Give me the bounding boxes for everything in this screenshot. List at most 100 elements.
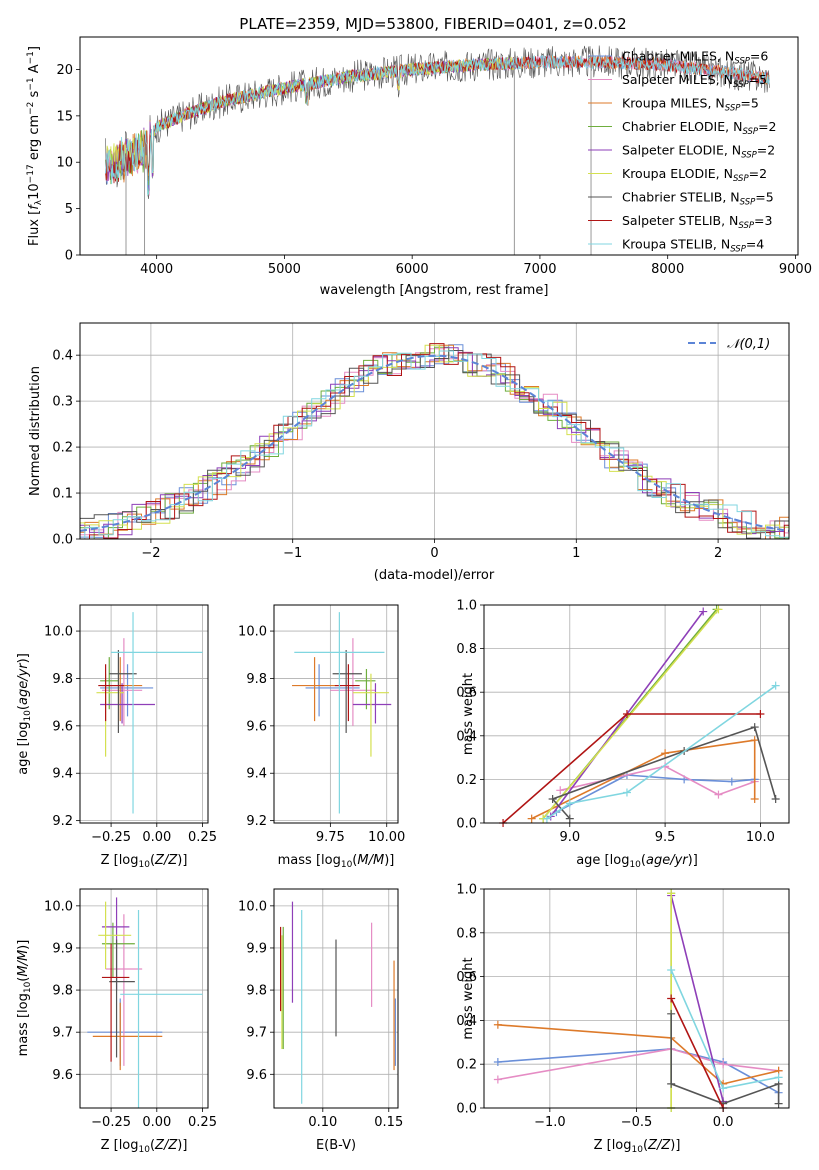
weight-line [670, 998, 724, 1109]
x-tick-label: 6000 [396, 262, 429, 277]
weight-marker [556, 786, 565, 795]
x-tick-label: 8000 [651, 262, 684, 277]
x-axis-label: (data-model)/error [374, 568, 495, 583]
y-tick-label: 9.8 [52, 984, 73, 999]
x-tick-label: 10.00 [368, 830, 405, 845]
axes-frame [79, 604, 209, 824]
x-tick-label: 7000 [523, 262, 556, 277]
y-tick-label: 0.3 [52, 395, 73, 410]
weight-marker [667, 1009, 676, 1018]
y-tick-label: 9.6 [52, 719, 73, 734]
chart-age-vs-Z: −0.25 0.00 0.25 9.2 9.4 9.6 9.8 10.0 Z [log10(Z/… [16, 604, 217, 870]
chart-age-vs-mass: 9.75 10.00 9.2 9.4 9.6 9.8 10.0 mass [log10(M/M… [238, 604, 405, 870]
weight-marker [548, 795, 557, 804]
legend-value: =3 [754, 213, 772, 228]
x-tick-label: −0.5 [621, 1115, 653, 1130]
y-tick-label: 9.9 [246, 941, 267, 956]
legend-label: Salpeter STELIB, NSSP=3 [622, 213, 772, 231]
y-axis-label: Flux [fλ10−17 erg cm−2 s−1 A−1] [26, 46, 44, 246]
weight-marker [667, 994, 676, 1003]
chart-massweight-vs-Z: −1.0 −0.5 0.0 0.0 0.2 0.4 0.6 0.8 1.0 mass weight… [456, 883, 790, 1155]
legend-value: =2 [749, 166, 767, 181]
weight-marker [493, 1075, 502, 1084]
y-tick-label: 9.6 [246, 1068, 267, 1083]
x-tick-label: 9.75 [316, 830, 345, 845]
histogram-series [80, 350, 789, 540]
x-tick-label: 4000 [140, 262, 173, 277]
axes-frame [273, 604, 399, 824]
weight-marker [542, 814, 551, 823]
legend-subscript: SSP [734, 57, 750, 67]
weight-marker [750, 795, 759, 804]
weight-line [531, 739, 756, 820]
weight-marker [756, 710, 765, 718]
y-axis-label: mass weight [461, 673, 476, 755]
y-tick-label: 9.2 [52, 814, 73, 829]
legend-label: Chabrier ELODIE, NSSP=2 [622, 119, 777, 137]
weight-line [670, 1013, 780, 1105]
legend-label: Kroupa MILES, NSSP=5 [622, 96, 759, 114]
x-axis-label: Z [log10(Z/Z)] [101, 1138, 188, 1155]
y-tick-label: 9.9 [52, 941, 73, 956]
y-tick-label: 10.0 [238, 899, 267, 914]
legend-label: Chabrier STELIB, NSSP=5 [622, 190, 774, 208]
y-tick-label: 0.2 [456, 773, 477, 788]
x-axis-label: mass [log10(M/M)] [278, 853, 395, 870]
x-tick-label: 1 [572, 546, 580, 561]
spectrum-line [105, 54, 770, 196]
y-tick-label: 0.0 [52, 533, 73, 548]
weight-line [502, 713, 761, 824]
legend-subscript: SSP [730, 245, 746, 255]
weight-line [556, 774, 755, 813]
axes-frame [273, 888, 399, 1109]
x-tick-label: 10.0 [746, 830, 775, 845]
legend-label: Salpeter ELODIE, NSSP=2 [622, 143, 775, 161]
axes-frame [483, 604, 790, 824]
y-axis-label: mass weight [461, 957, 476, 1039]
y-tick-label: 0.8 [456, 926, 477, 941]
x-tick-label: 0.10 [308, 1115, 337, 1130]
x-tick-label: −0.25 [91, 830, 131, 845]
legend-value: =5 [740, 96, 758, 111]
weight-marker [774, 1099, 783, 1108]
x-tick-label: 5000 [268, 262, 301, 277]
x-tick-label: −2 [141, 546, 160, 561]
weight-marker [622, 788, 631, 797]
legend-value: =5 [749, 72, 767, 87]
weight-marker [667, 966, 676, 975]
axes-frame [79, 36, 799, 256]
x-axis-label: wavelength [Angstrom, rest frame] [320, 283, 549, 298]
y-tick-label: 9.4 [246, 767, 267, 782]
x-axis-label: E(B-V) [316, 1138, 356, 1153]
y-tick-label: 10.0 [44, 899, 73, 914]
y-tick-label: 0.6 [456, 970, 477, 985]
histogram-series [80, 344, 789, 535]
y-tick-label: 0.0 [456, 817, 477, 832]
legend-subscript: SSP [733, 174, 749, 184]
weight-marker [699, 607, 708, 616]
legend-value: =6 [750, 49, 768, 64]
y-tick-label: 0.2 [456, 1058, 477, 1073]
weight-marker [661, 749, 670, 758]
y-tick-label: 0.8 [456, 642, 477, 657]
legend-label: Salpeter MILES, NSSP=5 [622, 72, 767, 90]
x-tick-label: 9000 [779, 262, 812, 277]
weight-marker [565, 799, 574, 808]
weight-marker [667, 889, 676, 898]
y-tick-label: 9.8 [246, 672, 267, 687]
y-tick-label: 9.8 [52, 672, 73, 687]
x-tick-label: −1 [283, 546, 302, 561]
y-tick-label: 9.4 [52, 767, 73, 782]
histogram-series [80, 346, 789, 540]
weight-marker [565, 814, 574, 823]
y-tick-label: 9.7 [246, 1026, 267, 1041]
y-tick-label: 9.7 [52, 1026, 73, 1041]
weight-marker [714, 605, 723, 614]
histogram-series [80, 347, 789, 540]
y-tick-label: 10 [56, 156, 73, 171]
x-tick-label: 0.00 [142, 830, 171, 845]
legend-value: =2 [758, 119, 776, 134]
axes-frame [79, 888, 209, 1109]
weight-marker [493, 1058, 502, 1067]
weight-marker [771, 795, 780, 804]
